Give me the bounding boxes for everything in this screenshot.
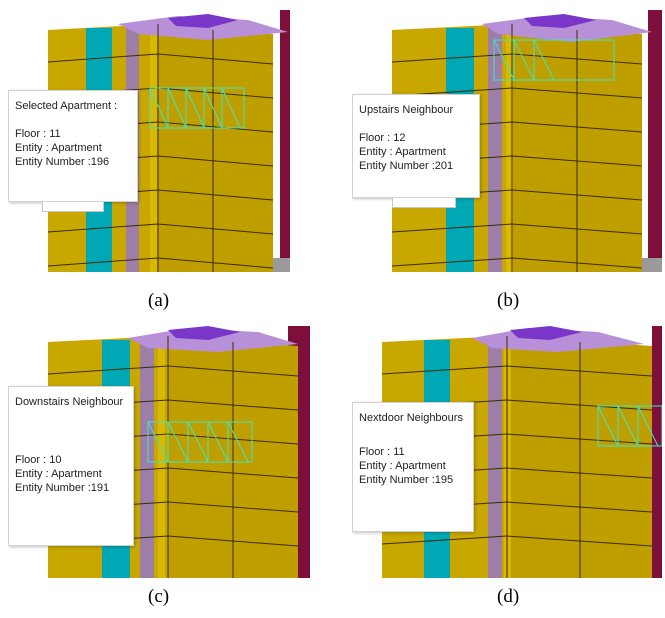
caption-a: (a) [148, 290, 170, 311]
popup-entity: Entity : Apartment [359, 146, 446, 158]
popup-tab [392, 198, 456, 208]
info-popup: Upstairs Neighbour Floor : 12 Entity : A… [352, 94, 480, 198]
popup-title: Selected Apartment : [15, 100, 118, 112]
caption-c: (c) [148, 586, 170, 607]
popup-entity: Entity : Apartment [359, 460, 446, 472]
popup-entity: Entity : Apartment [15, 142, 102, 154]
info-popup: Nextdoor Neighbours Floor : 11 Entity : … [352, 402, 474, 532]
popup-tab [42, 202, 104, 212]
panel-a: Selected Apartment : Floor : 11 Entity :… [8, 10, 290, 272]
panel-d: Nextdoor Neighbours Floor : 11 Entity : … [352, 322, 662, 578]
popup-floor: Floor : 11 [15, 128, 61, 140]
popup-entity-number: Entity Number :195 [359, 474, 454, 486]
popup-entity-number: Entity Number :191 [15, 482, 110, 494]
popup-title: Nextdoor Neighbours [359, 412, 463, 424]
caption-d: (d) [497, 586, 520, 607]
popup-title: Downstairs Neighbour [15, 396, 124, 408]
popup-entity-number: Entity Number :196 [15, 156, 110, 168]
info-popup: Selected Apartment : Floor : 11 Entity :… [8, 90, 138, 202]
popup-floor: Floor : 10 [15, 454, 62, 466]
popup-floor: Floor : 11 [359, 446, 405, 458]
popup-entity-number: Entity Number :201 [359, 160, 454, 172]
info-popup: Downstairs Neighbour Floor : 10 Entity :… [8, 386, 134, 546]
panel-b: Upstairs Neighbour Floor : 12 Entity : A… [352, 10, 662, 272]
panel-c: Downstairs Neighbour Floor : 10 Entity :… [8, 322, 318, 578]
popup-title: Upstairs Neighbour [359, 104, 454, 116]
popup-floor: Floor : 12 [359, 132, 406, 144]
caption-b: (b) [497, 290, 520, 311]
popup-entity: Entity : Apartment [15, 468, 102, 480]
